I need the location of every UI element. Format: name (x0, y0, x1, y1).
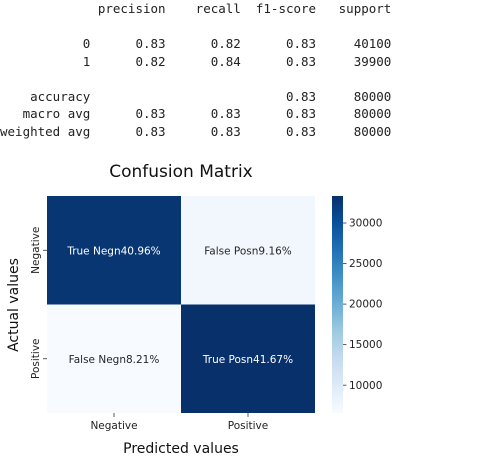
cell-label: True Posn41.67% (202, 354, 293, 366)
y-tick-label: Positive (30, 339, 42, 379)
y-tick-label: Negative (30, 227, 42, 274)
cell-label: True Negn40.96% (66, 245, 160, 257)
colorbar-ticks: 10000 15000 20000 25000 30000 (343, 218, 382, 392)
colorbar-tick-label: 30000 (349, 218, 382, 230)
confusion-matrix-chart: Confusion Matrix True Negn40.96% False Po… (6, 162, 382, 457)
classification-report: precision recall f1-score support 0 0.83… (0, 1, 392, 139)
colorbar (332, 196, 343, 413)
y-axis-label: Actual values (6, 258, 22, 352)
colorbar-tick-label: 10000 (349, 380, 382, 392)
cell-label: False Negn8.21% (69, 354, 160, 366)
heatmap-cell (47, 196, 181, 305)
colorbar-tick-label: 15000 (349, 339, 382, 351)
chart-title: Confusion Matrix (109, 162, 253, 182)
x-tick-label: Positive (228, 420, 268, 432)
colorbar-tick-label: 20000 (349, 299, 382, 311)
colorbar-tick-label: 25000 (349, 258, 382, 270)
heatmap-cell (181, 196, 315, 305)
heatmap-cell (47, 304, 181, 413)
x-axis-label: Predicted values (123, 441, 239, 457)
cell-label: False Posn9.16% (204, 245, 292, 257)
heatmap-cell (181, 304, 315, 413)
x-tick-label: Negative (90, 420, 137, 432)
heatmap-axes: Negative Positive Negative Positive (30, 227, 268, 432)
heatmap-cells: True Negn40.96% False Posn9.16% False Negn… (47, 196, 315, 413)
